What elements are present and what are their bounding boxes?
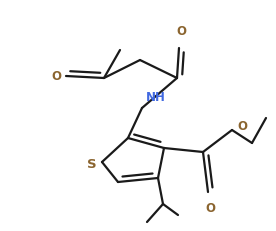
- Text: O: O: [237, 121, 247, 134]
- Text: O: O: [51, 70, 61, 83]
- Text: NH: NH: [146, 91, 166, 104]
- Text: S: S: [87, 158, 97, 170]
- Text: O: O: [176, 25, 186, 38]
- Text: O: O: [205, 202, 215, 215]
